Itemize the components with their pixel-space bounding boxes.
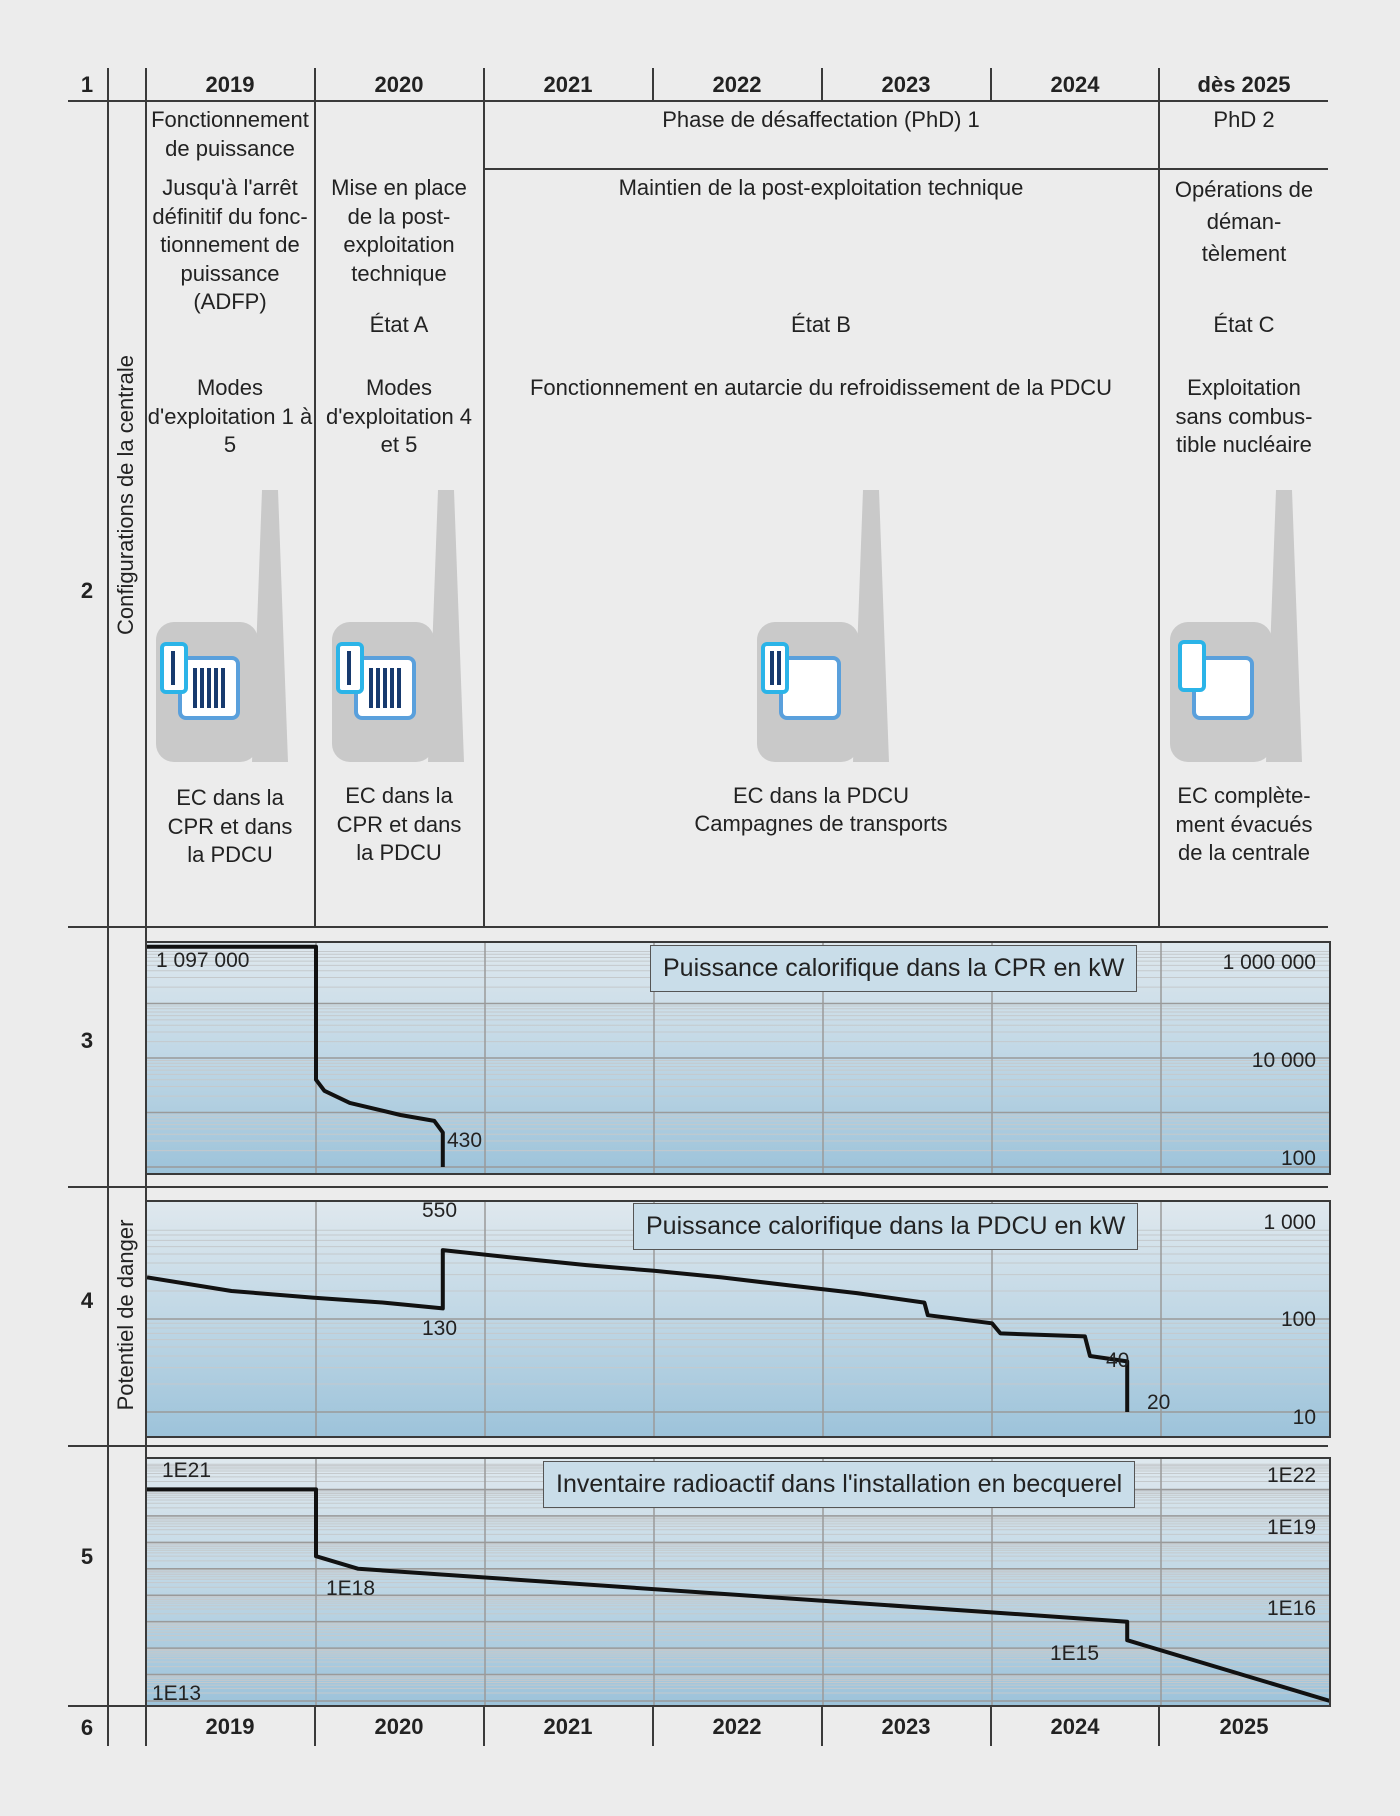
year-divider (1158, 1705, 1160, 1746)
data-label: 1E18 (326, 1577, 376, 1600)
mid-description: Maintien de la post-exploitation techniq… (618, 175, 1024, 200)
chimney-icon (853, 490, 889, 762)
mid-fuel-location: EC dans la PDCU (732, 783, 910, 808)
y-tick-label: 1E22 (1266, 1464, 1316, 1487)
last-modes: Exploitation sans combus-tible nucléaire (1175, 375, 1313, 457)
chimney-icon (1266, 490, 1302, 762)
year-divider (314, 1705, 316, 1746)
plant-icon-state-c (1170, 490, 1302, 762)
last-description: Opérations de déman-tèlement (1174, 177, 1314, 266)
fuel-rods-icon (193, 668, 225, 708)
phase-power-operation: Fonctionnement de puissance (151, 107, 309, 161)
col2-state: État A (369, 312, 429, 337)
plant-icon-state-a (332, 490, 464, 762)
chart-title-pdcu: Puissance calorifique dans la PDCU en kW (633, 1203, 1139, 1250)
year-divider (990, 68, 992, 100)
side-label-configurations: Configurations de la centrale (113, 354, 138, 636)
series-line (147, 944, 445, 1167)
col1-fuel-location: EC dans la CPR et dans la PDCU (167, 785, 293, 867)
data-label: 1E15 (1050, 1642, 1100, 1665)
data-label: 130 (422, 1317, 458, 1340)
series-line (147, 1248, 1130, 1412)
year-divider (990, 1705, 992, 1746)
reactor-pool-icon (1178, 640, 1206, 692)
plant-icon-full (156, 490, 288, 762)
year-header-2021: 2021 (543, 72, 593, 97)
data-label: 430 (447, 1129, 483, 1152)
year-header-2023: 2023 (881, 72, 931, 97)
year-header-2024: 2024 (1050, 72, 1100, 97)
row-number-5: 5 (80, 1544, 94, 1569)
y-tick-label: 10 000 (1251, 1049, 1316, 1072)
col2-description: Mise en place de la post-exploitation te… (331, 175, 467, 286)
mid-transport-campaigns: Campagnes de transports (694, 811, 948, 836)
data-label: 1 097 000 (156, 949, 250, 972)
data-label: 550 (422, 1199, 458, 1222)
row-number-3: 3 (80, 1028, 94, 1053)
data-label: 1E13 (152, 1682, 202, 1705)
col-2019-2020-divider (314, 68, 316, 926)
col1-description: Jusqu'à l'arrêt définitif du fonc-tionne… (152, 175, 308, 314)
col2-modes: Modes d'exploitation 4 et 5 (325, 375, 473, 457)
phase-phd2: PhD 2 (1213, 107, 1275, 132)
year-divider (483, 1705, 485, 1746)
row-number-2: 2 (80, 578, 94, 603)
col2-fuel-location: EC dans la CPR et dans la PDCU (336, 783, 462, 865)
year-divider (652, 68, 654, 100)
last-state: État C (1213, 312, 1275, 337)
y-tick-label: 10 (1292, 1406, 1316, 1429)
chart-title-inventory: Inventaire radioactif dans l'installatio… (543, 1461, 1136, 1508)
y-tick-label: 100 (1280, 1147, 1316, 1170)
y-tick-label: 1E19 (1266, 1516, 1316, 1539)
data-label: 40 (1106, 1349, 1130, 1372)
row-number-1: 1 (80, 72, 94, 97)
chart-title-cpr: Puissance calorifique dans la CPR en kW (650, 945, 1138, 992)
year-footer-2019: 2019 (205, 1714, 255, 1739)
header-bottom-line (68, 100, 1328, 102)
col-2020-2021-divider (483, 68, 485, 926)
year-footer-2020: 2020 (374, 1714, 424, 1739)
reactor-pool-icon (761, 642, 789, 694)
chimney-icon (428, 490, 464, 762)
data-label: 1E21 (162, 1459, 212, 1482)
year-header-2025: dès 2025 (1197, 72, 1291, 97)
year-header-2019: 2019 (205, 72, 255, 97)
last-fuel-location: EC complète-ment évacués de la centrale (1175, 783, 1313, 865)
row3-bottom-line (68, 1186, 1328, 1188)
y-tick-label: 1 000 000 (1222, 951, 1316, 974)
year-footer-2025: 2025 (1219, 1714, 1269, 1739)
year-header-2022: 2022 (712, 72, 762, 97)
y-tick-label: 1E16 (1266, 1597, 1316, 1620)
storage-pool-icon (779, 656, 841, 720)
row2-bottom-line (68, 926, 1328, 928)
plant-icon-state-b (757, 490, 889, 762)
y-tick-label: 100 (1280, 1308, 1316, 1331)
year-footer-2021: 2021 (543, 1714, 593, 1739)
row-number-6: 6 (80, 1715, 94, 1740)
mid-modes: Fonctionnement en autarcie du refroidiss… (529, 375, 1113, 400)
year-footer-2022: 2022 (712, 1714, 762, 1739)
mid-state: État B (791, 312, 851, 337)
col-2024-2025-divider (1158, 68, 1160, 926)
year-divider (652, 1705, 654, 1746)
fuel-rods-icon (369, 668, 401, 708)
col1-modes: Modes d'exploitation 1 à 5 (147, 375, 313, 457)
data-label: 20 (1147, 1391, 1171, 1414)
y-tick-label: 1 000 (1263, 1211, 1316, 1234)
sidelabel-divider (145, 68, 147, 1746)
year-footer-2024: 2024 (1050, 1714, 1100, 1739)
phase-divider-line (483, 168, 1328, 170)
phase-phd1: Phase de désaffectation (PhD) 1 (662, 107, 980, 132)
year-divider (821, 68, 823, 100)
year-divider (821, 1705, 823, 1746)
year-footer-2023: 2023 (881, 1714, 931, 1739)
side-label-danger: Potentiel de danger (113, 1219, 138, 1411)
year-header-2020: 2020 (374, 72, 424, 97)
row4-bottom-line (68, 1445, 1328, 1447)
chimney-icon (252, 490, 288, 762)
row-number-4: 4 (80, 1288, 94, 1313)
series-line (147, 1487, 1329, 1703)
rownum-divider (107, 68, 109, 1746)
